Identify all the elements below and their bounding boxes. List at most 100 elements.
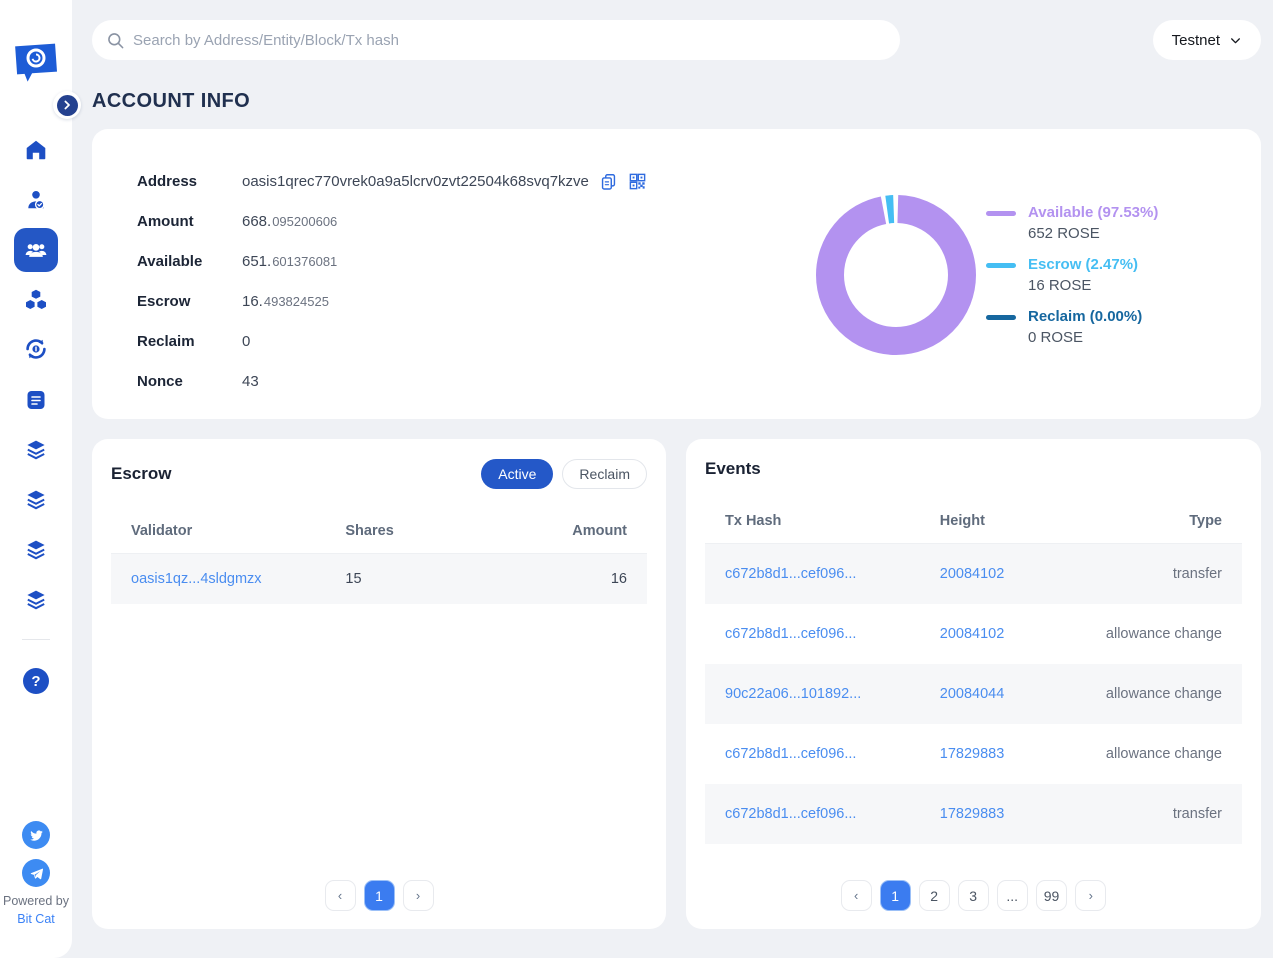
twitter-icon [29,829,43,841]
sidebar-item-paratime-4[interactable] [24,588,48,612]
legend-item[interactable]: Available (97.53%) 652 ROSE [986,203,1158,242]
prev-page-button[interactable]: ‹ [840,880,872,911]
page-button-2[interactable]: 2 [918,880,950,911]
account-field-nonce: Nonce 43 [137,372,259,390]
event-row: c672b8d1...cef096... 17829883 allowance … [705,724,1242,784]
tx-hash-link[interactable]: c672b8d1...cef096... [725,745,857,762]
sidebar: ? Powered by Bit Cat [0,0,81,958]
tab-reclaim[interactable]: Reclaim [562,459,647,489]
sidebar-item-paratime-1[interactable] [24,438,48,462]
col-tx-hash: Tx Hash [705,499,920,544]
events-panel: Events Tx Hash Height Type c672b8d1...ce… [686,439,1261,929]
legend-item[interactable]: Reclaim (0.00%) 0 ROSE [986,307,1142,346]
col-amount: Amount [475,509,647,554]
events-pagination: ‹ 1 2 3 ... 99 › [686,880,1261,911]
qr-code-icon[interactable] [628,172,647,191]
tx-hash-link[interactable]: c672b8d1...cef096... [725,565,857,582]
telegram-link[interactable] [22,859,50,887]
search-input[interactable] [133,31,886,49]
prev-page-button[interactable]: ‹ [324,880,356,911]
transactions-icon [26,339,46,359]
page-button-ellipsis[interactable]: ... [996,880,1028,911]
event-row: c672b8d1...cef096... 17829883 transfer [705,783,1242,844]
account-field-amount: Amount 668. 095200606 [137,212,338,230]
events-panel-title: Events [705,459,761,478]
escrow-panel-title: Escrow [111,464,172,483]
search-box [92,20,900,60]
tx-hash-link[interactable]: c672b8d1...cef096... [725,625,857,642]
field-label: Address [137,172,198,190]
sidebar-collapse-button[interactable] [53,91,81,119]
legend-label: Reclaim (0.00%) [1028,308,1143,325]
tx-hash-link[interactable]: 90c22a06...101892... [725,685,862,702]
sidebar-item-validators[interactable] [24,188,48,212]
height-link[interactable]: 17829883 [939,805,1005,822]
available-int: 651. [242,252,272,270]
next-page-button[interactable]: › [402,880,434,911]
account-field-escrow: Escrow 16. 493824525 [137,292,329,310]
network-label: Testnet [1171,31,1220,49]
donut-chart [816,195,976,355]
next-page-button[interactable]: › [1075,880,1107,911]
legend-marker-escrow [986,263,1016,268]
available-dec: 601376081 [272,253,338,269]
twitter-link[interactable] [22,821,50,849]
validator-icon [28,191,45,210]
copy-icon[interactable] [599,172,618,191]
sidebar-item-paratime-3[interactable] [24,538,48,562]
validator-link[interactable]: oasis1qz...4sldgmzx [131,570,262,587]
event-type: transfer [1080,783,1242,844]
legend-label: Escrow (2.47%) [1028,256,1139,273]
tab-active[interactable]: Active [481,459,554,489]
document-icon [27,391,45,409]
escrow-pagination: ‹ 1 › [92,880,666,911]
sidebar-item-paratime-2[interactable] [24,488,48,512]
escrow-table-row: oasis1qz...4sldgmzx 15 16 [111,553,647,604]
question-mark-icon: ? [31,672,41,690]
page-button-99[interactable]: 99 [1035,880,1068,911]
shares-cell: 15 [325,553,476,604]
event-type: transfer [1080,543,1242,604]
bitcat-link[interactable]: Bit Cat [17,912,55,926]
event-type: allowance change [1105,745,1222,762]
event-type: allowance change [1080,663,1242,724]
help-button[interactable]: ? [23,668,49,694]
event-row: c672b8d1...cef096... 20084102 transfer [705,543,1242,604]
amount-int: 668. [242,212,272,230]
layers-icon [27,540,45,560]
home-icon [26,140,46,160]
page-button-3[interactable]: 3 [957,880,989,911]
page-button-1[interactable]: 1 [879,880,911,911]
sidebar-item-blocks[interactable] [24,288,48,312]
height-link[interactable]: 20084102 [939,625,1005,642]
network-selector[interactable]: Testnet [1152,20,1261,60]
height-link[interactable]: 20084102 [939,565,1005,582]
event-row: 90c22a06...101892... 20084044 allowance … [705,663,1242,724]
page-button-1[interactable]: 1 [363,880,395,911]
search-icon [108,32,124,48]
legend-label: Available (97.53%) [1028,204,1159,221]
layers-icon [27,440,45,460]
legend-marker-available [986,211,1016,216]
sidebar-item-home[interactable] [24,138,48,162]
col-shares: Shares [325,509,476,554]
legend-marker-reclaim [986,315,1016,320]
sidebar-item-documents[interactable] [24,388,48,412]
chevron-right-icon [56,94,78,116]
legend-item[interactable]: Escrow (2.47%) 16 ROSE [986,255,1138,294]
page-title: ACCOUNT INFO [92,90,251,112]
legend-value: 652 ROSE [1028,225,1100,242]
height-link[interactable]: 17829883 [939,745,1005,762]
sidebar-item-accounts[interactable] [14,228,58,272]
layers-icon [27,590,45,610]
telegram-icon [30,868,43,879]
sidebar-item-transactions[interactable] [24,337,48,361]
sidebar-divider [22,639,50,640]
col-type: Type [1080,499,1242,544]
height-link[interactable]: 20084044 [939,685,1005,702]
event-row: c672b8d1...cef096... 20084102 allowance … [705,604,1242,664]
tx-hash-link[interactable]: c672b8d1...cef096... [725,805,857,822]
app-logo-icon[interactable] [13,40,59,82]
legend-value: 16 ROSE [1028,277,1092,294]
escrow-dec: 493824525 [263,293,329,309]
